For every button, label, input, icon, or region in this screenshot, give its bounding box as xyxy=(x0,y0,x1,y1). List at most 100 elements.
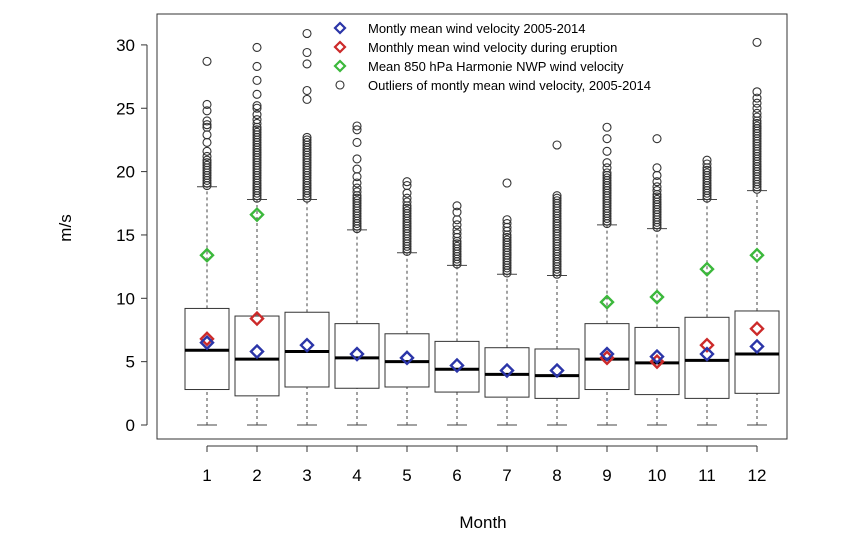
outliers-month-9 xyxy=(602,122,612,229)
outlier-point xyxy=(702,159,712,169)
x-tick-label: 1 xyxy=(202,466,211,485)
box-month-7 xyxy=(484,273,530,426)
outlier-point xyxy=(402,180,412,191)
x-tick-label: 4 xyxy=(352,466,361,485)
box-month-10 xyxy=(634,228,680,426)
diamond-marker xyxy=(299,337,315,353)
legend-item-4: Outliers of montly mean wind velocity, 2… xyxy=(335,78,651,93)
outlier-point xyxy=(202,106,212,116)
outlier-point xyxy=(752,108,762,118)
outlier-point xyxy=(502,232,512,243)
series-mean-2005-2014 xyxy=(199,334,765,379)
box-month-3 xyxy=(284,198,330,426)
outlier-point xyxy=(652,177,662,187)
outliers-month-8 xyxy=(552,140,562,279)
outlier-point xyxy=(302,47,312,58)
iqr-box xyxy=(284,311,330,388)
outlier-point xyxy=(752,118,762,129)
diamond-marker xyxy=(199,247,215,263)
box-month-9 xyxy=(584,224,630,426)
outlier-point xyxy=(252,110,262,120)
outlier-point xyxy=(202,116,212,126)
outliers-layer xyxy=(202,28,762,279)
diamond-marker xyxy=(699,261,715,277)
y-axis: 0 5 10 15 20 25 30 xyxy=(116,36,148,435)
outlier-point xyxy=(352,121,362,131)
x-tick-label: 5 xyxy=(402,466,411,485)
iqr-box xyxy=(334,323,380,389)
outlier-point xyxy=(552,191,562,201)
outlier-point xyxy=(202,99,212,109)
y-tick-label: 10 xyxy=(116,289,135,308)
outlier-point xyxy=(652,163,662,173)
y-axis-title: m/s xyxy=(56,214,75,241)
y-tick-label: 15 xyxy=(116,226,135,245)
diamond-marker xyxy=(699,337,715,353)
outlier-point xyxy=(452,201,462,211)
outlier-point xyxy=(752,87,762,97)
outlier-point xyxy=(352,137,362,148)
outlier-point xyxy=(752,103,762,113)
outlier-point xyxy=(202,160,212,170)
outliers-month-10 xyxy=(652,134,662,232)
outlier-point xyxy=(302,94,312,104)
outlier-point xyxy=(552,140,562,150)
legend-circle-icon xyxy=(335,80,345,90)
outlier-point xyxy=(302,59,312,69)
x-tick-label: 8 xyxy=(552,466,561,485)
outlier-point xyxy=(452,241,462,251)
box-month-12 xyxy=(734,190,780,426)
iqr-box xyxy=(684,316,730,399)
legend: Montly mean wind velocity 2005-2014 Month… xyxy=(333,21,651,93)
outlier-point xyxy=(202,122,212,132)
diamond-marker xyxy=(449,357,465,374)
outlier-point xyxy=(652,182,662,192)
outlier-point xyxy=(552,196,562,206)
outlier-point xyxy=(202,130,212,140)
x-tick-label: 9 xyxy=(602,466,611,485)
diamond-marker xyxy=(249,206,265,223)
outlier-point xyxy=(652,192,662,202)
diamond-marker xyxy=(549,362,565,379)
outlier-point xyxy=(252,115,262,125)
outlier-point xyxy=(202,151,212,161)
diamond-marker xyxy=(399,350,415,366)
outlier-point xyxy=(752,112,762,122)
outlier-point xyxy=(202,158,212,168)
outlier-point xyxy=(202,120,212,130)
outlier-point xyxy=(352,164,362,174)
outliers-month-3 xyxy=(302,28,312,203)
outlier-point xyxy=(352,187,362,197)
series-harmonie-850hpa xyxy=(199,206,765,310)
outlier-point xyxy=(252,127,262,137)
outliers-month-1 xyxy=(202,56,212,191)
outlier-point xyxy=(202,137,212,148)
outlier-point xyxy=(352,196,362,206)
outlier-point xyxy=(252,125,262,135)
outlier-point xyxy=(352,193,362,203)
outlier-point xyxy=(202,146,212,156)
outlier-point xyxy=(452,220,462,230)
outliers-month-4 xyxy=(352,121,362,234)
box-month-8 xyxy=(534,274,580,426)
x-tick-label: 7 xyxy=(502,466,511,485)
outlier-point xyxy=(252,101,262,111)
outlier-point xyxy=(252,42,262,52)
outlier-point xyxy=(602,122,612,132)
outlier-point xyxy=(752,37,762,47)
legend-label: Monthly mean wind velocity during erupti… xyxy=(368,40,617,55)
x-axis-title: Month xyxy=(459,513,506,532)
legend-diamond-icon xyxy=(333,59,347,73)
outliers-month-7 xyxy=(502,178,512,278)
outlier-point xyxy=(702,168,712,178)
plot-frame xyxy=(156,13,788,440)
box-month-2 xyxy=(234,198,280,426)
diamond-marker xyxy=(749,321,765,337)
box-month-11 xyxy=(684,198,730,426)
outlier-point xyxy=(252,61,262,71)
outlier-point xyxy=(402,197,412,207)
outliers-month-5 xyxy=(402,177,412,256)
outlier-point xyxy=(402,177,412,187)
diamond-marker xyxy=(349,346,365,362)
